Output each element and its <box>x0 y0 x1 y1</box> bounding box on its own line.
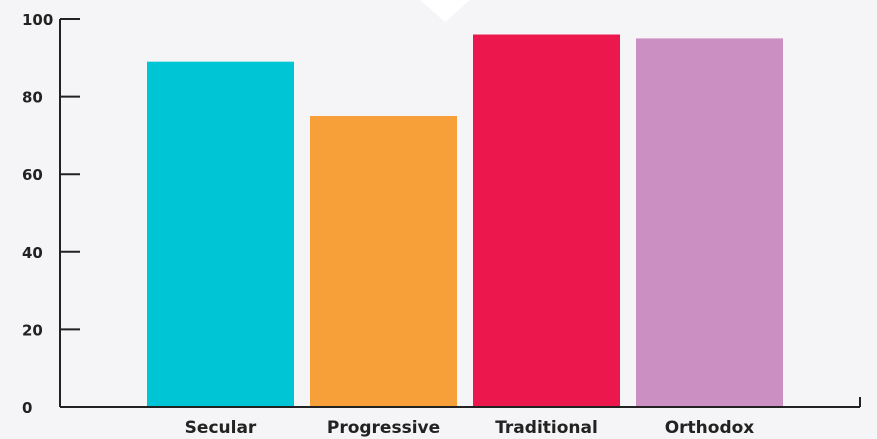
bars-layer <box>147 34 783 408</box>
y-tick-label: 80 <box>22 89 43 107</box>
x-tick-label: Traditional <box>495 418 598 438</box>
y-tick-label: 100 <box>22 11 53 29</box>
x-tick-label: Secular <box>185 418 257 438</box>
y-tick-label: 60 <box>22 166 43 184</box>
bar-secular <box>147 61 294 408</box>
x-tick-label: Progressive <box>327 418 440 438</box>
bar-progressive <box>310 116 457 407</box>
y-tick-label: 40 <box>22 244 43 262</box>
bar-orthodox <box>636 38 783 408</box>
y-tick-label: 20 <box>22 321 43 339</box>
axis-layer: Secular Progressive Traditional Orthodox 0 20… <box>22 11 861 438</box>
x-tick-label: Orthodox <box>665 418 755 438</box>
bar-traditional <box>473 34 620 408</box>
top-chevron-decoration <box>420 0 470 22</box>
y-tick-label: 0 <box>22 399 32 417</box>
